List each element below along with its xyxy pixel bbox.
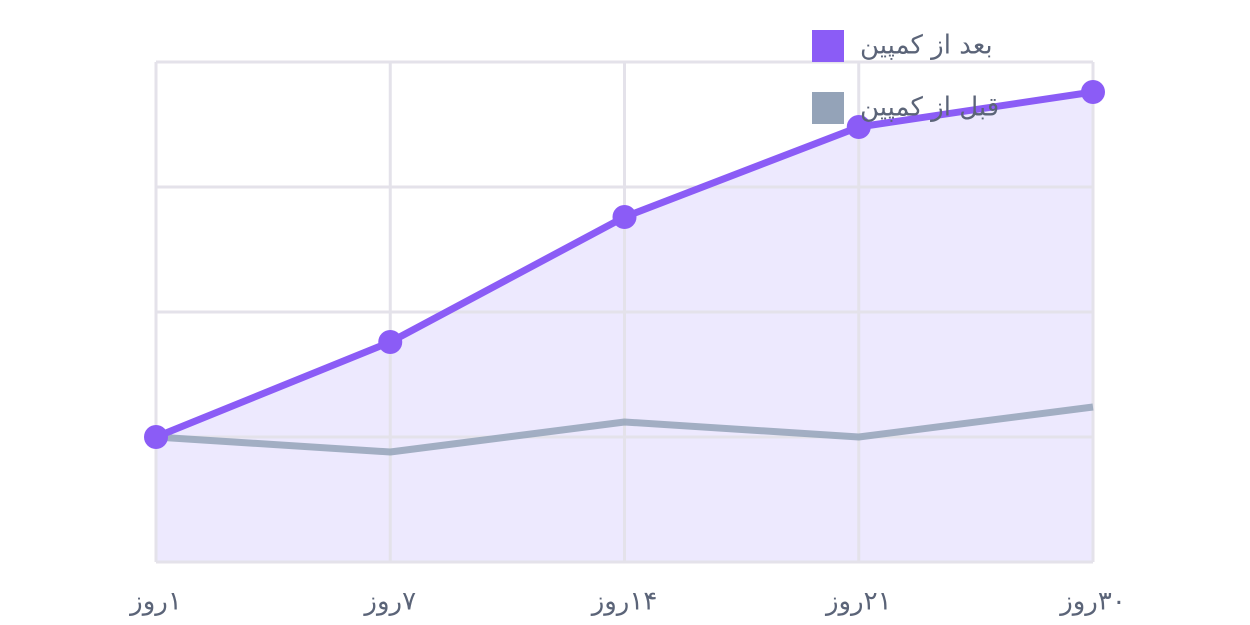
- x-tick-label: ۱روز: [128, 587, 182, 617]
- legend-swatch: [812, 92, 844, 124]
- marker: [846, 115, 871, 139]
- marker: [144, 425, 168, 449]
- marker: [612, 205, 637, 229]
- x-tick-label: ۳۰روز: [1058, 587, 1126, 617]
- x-tick-label: ۱۴روز: [590, 587, 658, 617]
- x-tick-label: ۲۱روز: [824, 587, 892, 617]
- marker: [1081, 80, 1105, 104]
- legend-swatch: [812, 30, 844, 62]
- x-tick-label: ۷روز: [362, 587, 416, 617]
- legend-label: بعد از کمپین: [860, 31, 993, 61]
- legend-label: قبل از کمپین: [860, 93, 999, 123]
- line: [155, 403, 1094, 456]
- marker: [378, 330, 403, 354]
